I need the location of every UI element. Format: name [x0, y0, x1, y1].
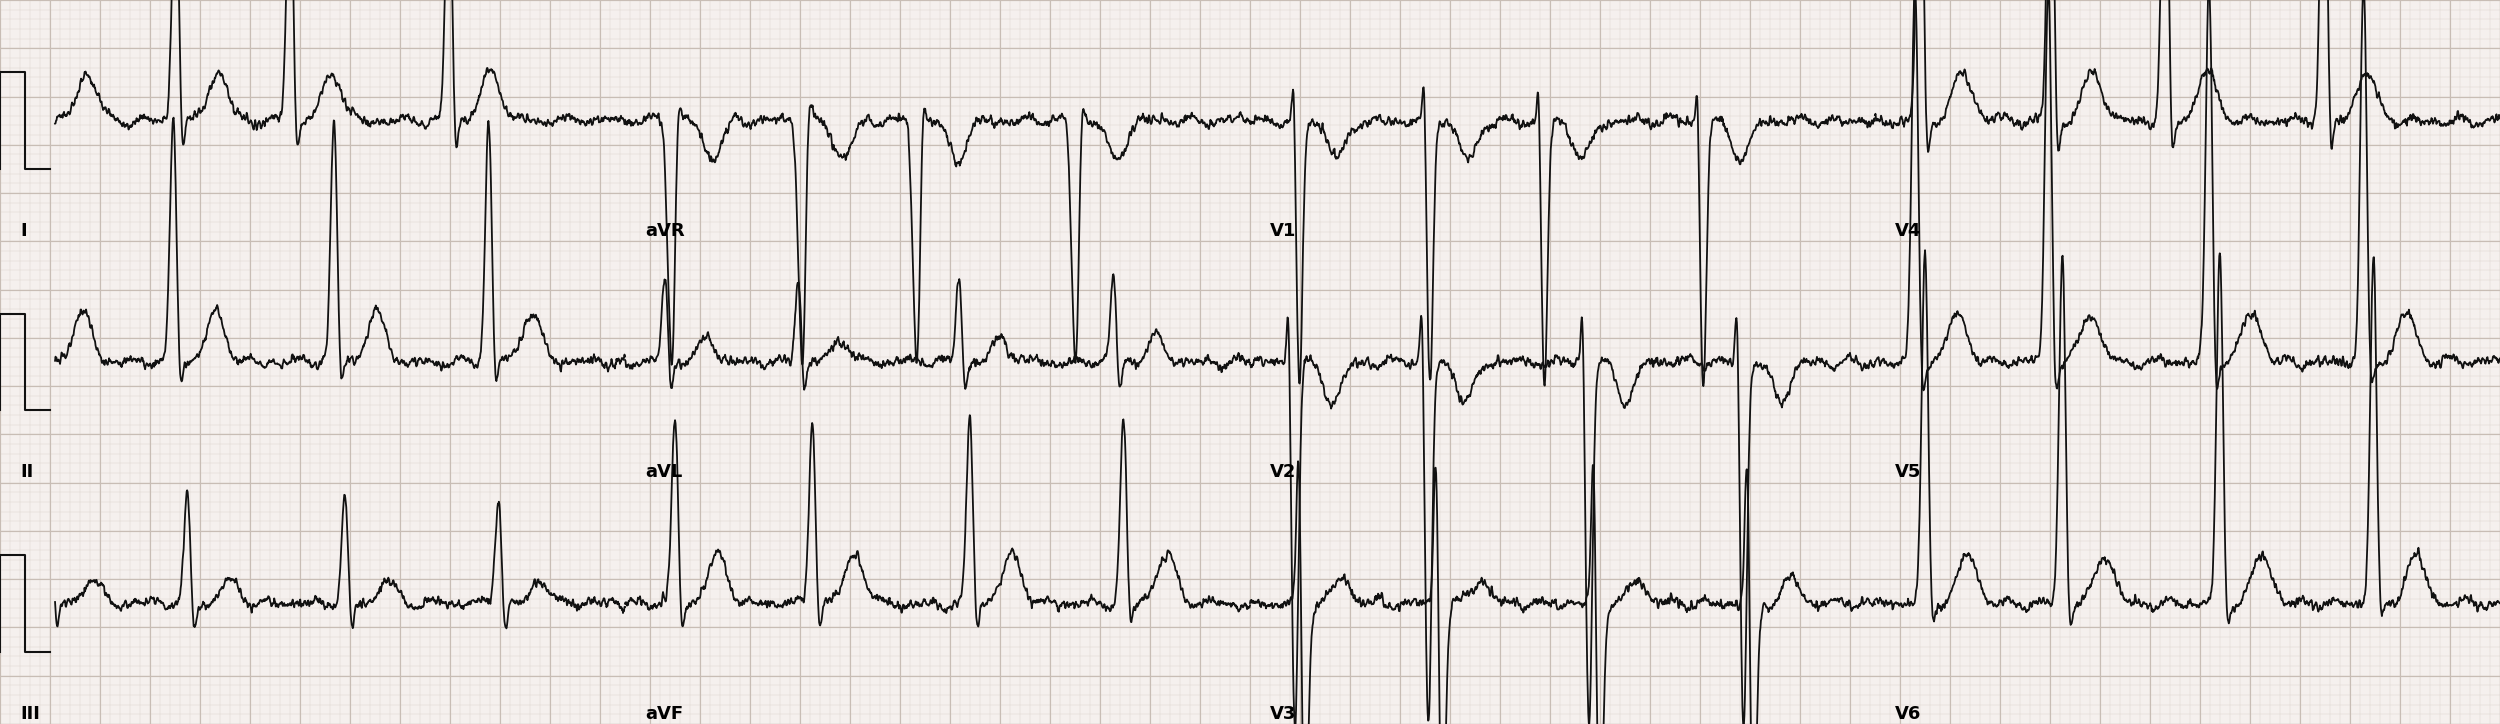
- Text: V2: V2: [1270, 463, 1298, 481]
- Text: aVR: aVR: [645, 222, 685, 240]
- Text: aVF: aVF: [645, 704, 682, 723]
- Text: V3: V3: [1270, 704, 1298, 723]
- Text: aVL: aVL: [645, 463, 682, 481]
- Text: V4: V4: [1895, 222, 1922, 240]
- Text: V6: V6: [1895, 704, 1922, 723]
- Text: II: II: [20, 463, 32, 481]
- Text: I: I: [20, 222, 28, 240]
- Text: III: III: [20, 704, 40, 723]
- Text: V5: V5: [1895, 463, 1922, 481]
- Text: V1: V1: [1270, 222, 1298, 240]
